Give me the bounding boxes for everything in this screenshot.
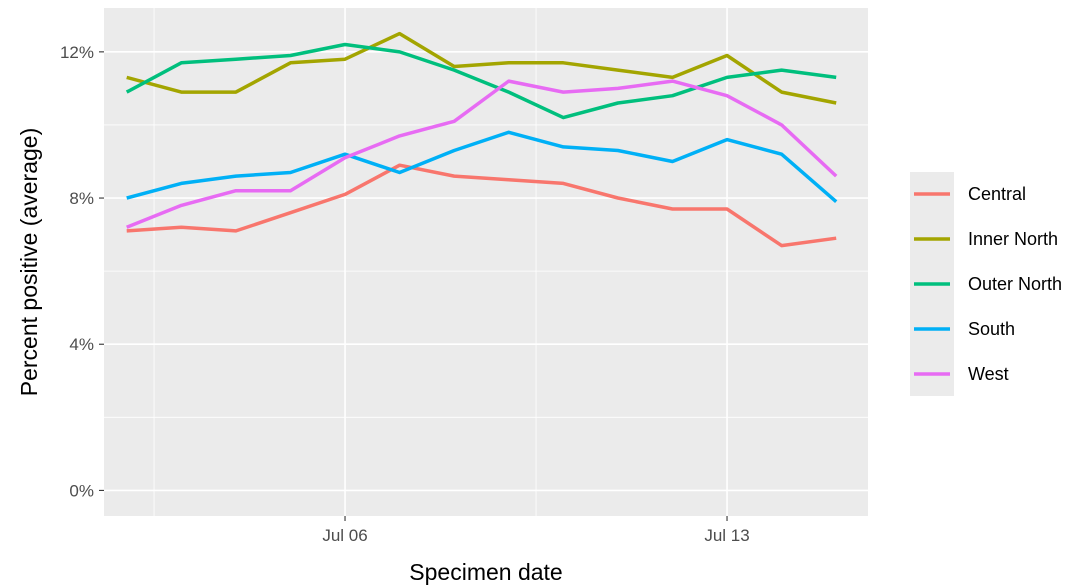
legend-label: West [968,364,1009,384]
y-tick-label: 0% [69,481,94,500]
legend-label: Inner North [968,229,1058,249]
x-tick-label: Jul 06 [322,526,367,545]
legend-label: Outer North [968,274,1062,294]
series-lines [125,31,838,248]
series-line-south [126,130,838,204]
legend-label: Central [968,184,1026,204]
y-tick-label: 12% [60,43,94,62]
series-line-outer-north [125,42,837,120]
minor-gridlines [104,8,868,516]
legend: Central Inner North Outer North South West [910,172,1062,396]
x-tick-label: Jul 13 [704,526,749,545]
series-line-inner-north [126,31,837,105]
y-axis-title: Percent positive (average) [16,128,42,396]
y-tick-label: 4% [69,335,94,354]
series-line-central [126,163,837,248]
x-axis-title: Specimen date [409,559,562,585]
major-gridlines [104,8,868,516]
series-line-west [126,79,838,229]
y-axis: 0% 4% 8% 12% [60,43,104,500]
y-tick-label: 8% [69,189,94,208]
x-axis: Jul 06 Jul 13 [322,516,750,545]
legend-label: South [968,319,1015,339]
